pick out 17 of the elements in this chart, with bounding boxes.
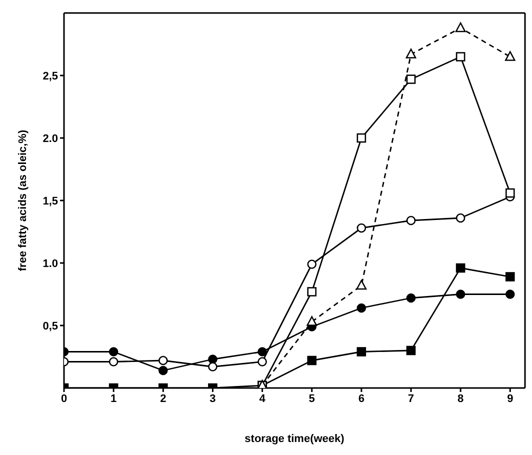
- y-tick-label: 1.0: [42, 258, 58, 270]
- x-tick-label: 3: [210, 392, 216, 405]
- x-tick-label: 2: [160, 392, 166, 405]
- x-tick-label: 0: [60, 392, 68, 405]
- y-tick-label: 0,5: [42, 320, 58, 332]
- y-tick-label: 1,5: [42, 195, 58, 208]
- x-tick-label: 6: [358, 392, 364, 405]
- x-tick-label: 8: [457, 392, 464, 405]
- x-tick-label: 1: [110, 392, 117, 405]
- x-axis-title: storage time(week): [244, 433, 345, 445]
- x-tick-label: 9: [507, 392, 514, 405]
- y-tick-label: 2.0: [42, 132, 58, 145]
- x-tick-label: 5: [308, 392, 315, 405]
- y-tick-label: 2,5: [42, 70, 58, 82]
- x-tick-label: 4: [259, 392, 266, 405]
- y-axis-title: free fatty acids (as oleic,%): [16, 130, 29, 272]
- x-tick-label: 7: [408, 392, 414, 405]
